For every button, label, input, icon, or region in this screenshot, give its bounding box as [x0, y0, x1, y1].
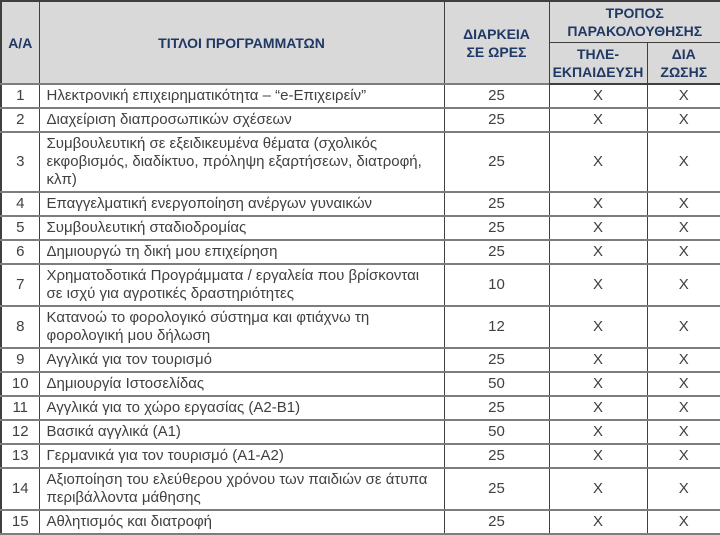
row-number: 5 [0, 215, 40, 241]
program-title: Συμβουλευτική σε εξειδικευμένα θέματα (σ… [38, 131, 445, 193]
program-title: Γερμανικά για τον τουρισμό (A1-A2) [38, 443, 445, 469]
live-mark: X [646, 239, 720, 265]
tele-mark: X [548, 191, 648, 217]
table-row: 2 Διαχείριση διαπροσωπικών σχέσεων 25 X … [0, 107, 720, 133]
tele-mark: X [548, 371, 648, 397]
header-tele: ΤΗΛΕ- ΕΚΠΑΙΔΕΥΣΗ [548, 42, 648, 85]
program-title: Κατανοώ το φορολογικό σύστημα και φτιάχν… [38, 305, 445, 349]
program-title: Αθλητισμός και διατροφή [38, 509, 445, 535]
row-number: 3 [0, 131, 40, 193]
tele-mark: X [548, 131, 648, 193]
duration-hours: 50 [443, 371, 550, 397]
tele-mark: X [548, 467, 648, 511]
duration-hours: 25 [443, 83, 550, 109]
table-row: 11 Αγγλικά για το χώρο εργασίας (A2-B1) … [0, 395, 720, 421]
row-number: 2 [0, 107, 40, 133]
tele-mark: X [548, 305, 648, 349]
live-mark: X [646, 191, 720, 217]
live-mark: X [646, 509, 720, 535]
duration-hours: 25 [443, 215, 550, 241]
duration-hours: 25 [443, 191, 550, 217]
live-mark: X [646, 131, 720, 193]
header-duration: ΔΙΑΡΚΕΙΑ ΣΕ ΩΡΕΣ [443, 0, 550, 85]
row-number: 11 [0, 395, 40, 421]
duration-hours: 25 [443, 131, 550, 193]
live-mark: X [646, 215, 720, 241]
table-row: 13 Γερμανικά για τον τουρισμό (A1-A2) 25… [0, 443, 720, 469]
duration-hours: 12 [443, 305, 550, 349]
table-row: 14 Αξιοποίηση του ελεύθερου χρόνου των π… [0, 467, 720, 511]
table-row: 1 Ηλεκτρονική επιχειρηματικότητα – “e-Επ… [0, 83, 720, 109]
table-row: 8 Κατανοώ το φορολογικό σύστημα και φτιά… [0, 305, 720, 349]
duration-hours: 50 [443, 419, 550, 445]
program-title: Αγγλικά για τον τουρισμό [38, 347, 445, 373]
duration-hours: 10 [443, 263, 550, 307]
program-title: Αγγλικά για το χώρο εργασίας (A2-B1) [38, 395, 445, 421]
live-mark: X [646, 467, 720, 511]
row-number: 9 [0, 347, 40, 373]
row-number: 1 [0, 83, 40, 109]
program-title: Δημιουργία Ιστοσελίδας [38, 371, 445, 397]
tele-mark: X [548, 107, 648, 133]
header-titles: ΤΙΤΛΟΙ ΠΡΟΓΡΑΜΜΑΤΩΝ [38, 0, 445, 85]
table-row: 4 Επαγγελματική ενεργοποίηση ανέργων γυν… [0, 191, 720, 217]
live-mark: X [646, 263, 720, 307]
live-mark: X [646, 107, 720, 133]
row-number: 13 [0, 443, 40, 469]
duration-hours: 25 [443, 467, 550, 511]
header-mode: ΤΡΟΠΟΣ ΠΑΡΑΚΟΛΟΥΘΗΣΗΣ [548, 0, 720, 43]
tele-mark: X [548, 263, 648, 307]
tele-mark: X [548, 83, 648, 109]
duration-hours: 25 [443, 107, 550, 133]
row-number: 4 [0, 191, 40, 217]
program-title: Δημιουργώ τη δική μου επιχείρηση [38, 239, 445, 265]
program-title: Συμβουλευτική σταδιοδρομίας [38, 215, 445, 241]
row-number: 7 [0, 263, 40, 307]
row-number: 12 [0, 419, 40, 445]
live-mark: X [646, 83, 720, 109]
row-number: 15 [0, 509, 40, 535]
table-row: 15 Αθλητισμός και διατροφή 25 X X [0, 509, 720, 535]
tele-mark: X [548, 419, 648, 445]
row-number: 10 [0, 371, 40, 397]
row-number: 8 [0, 305, 40, 349]
tele-mark: X [548, 215, 648, 241]
table-row: 6 Δημιουργώ τη δική μου επιχείρηση 25 X … [0, 239, 720, 265]
program-title: Αξιοποίηση του ελεύθερου χρόνου των παιδ… [38, 467, 445, 511]
header-index: Α/Α [0, 0, 40, 85]
table-row: 7 Χρηματοδοτικά Προγράμματα / εργαλεία π… [0, 263, 720, 307]
duration-hours: 25 [443, 395, 550, 421]
row-number: 6 [0, 239, 40, 265]
live-mark: X [646, 347, 720, 373]
duration-hours: 25 [443, 239, 550, 265]
row-number: 14 [0, 467, 40, 511]
duration-hours: 25 [443, 443, 550, 469]
tele-mark: X [548, 239, 648, 265]
program-title: Χρηματοδοτικά Προγράμματα / εργαλεία που… [38, 263, 445, 307]
program-title: Διαχείριση διαπροσωπικών σχέσεων [38, 107, 445, 133]
live-mark: X [646, 305, 720, 349]
duration-hours: 25 [443, 509, 550, 535]
duration-hours: 25 [443, 347, 550, 373]
tele-mark: X [548, 347, 648, 373]
table-header: Α/Α ΤΙΤΛΟΙ ΠΡΟΓΡΑΜΜΑΤΩΝ ΔΙΑΡΚΕΙΑ ΣΕ ΩΡΕΣ… [0, 0, 720, 85]
table-row: 5 Συμβουλευτική σταδιοδρομίας 25 X X [0, 215, 720, 241]
table-row: 3 Συμβουλευτική σε εξειδικευμένα θέματα … [0, 131, 720, 193]
tele-mark: X [548, 443, 648, 469]
tele-mark: X [548, 395, 648, 421]
table-body: 1 Ηλεκτρονική επιχειρηματικότητα – “e-Επ… [0, 83, 720, 535]
program-title: Ηλεκτρονική επιχειρηματικότητα – “e-Επιχ… [38, 83, 445, 109]
live-mark: X [646, 371, 720, 397]
table-row: 9 Αγγλικά για τον τουρισμό 25 X X [0, 347, 720, 373]
header-live: ΔΙΑ ΖΩΣΗΣ [646, 42, 720, 85]
table-row: 12 Βασικά αγγλικά (A1) 50 X X [0, 419, 720, 445]
live-mark: X [646, 443, 720, 469]
program-title: Βασικά αγγλικά (A1) [38, 419, 445, 445]
program-title: Επαγγελματική ενεργοποίηση ανέργων γυναι… [38, 191, 445, 217]
live-mark: X [646, 419, 720, 445]
live-mark: X [646, 395, 720, 421]
tele-mark: X [548, 509, 648, 535]
table-row: 10 Δημιουργία Ιστοσελίδας 50 X X [0, 371, 720, 397]
